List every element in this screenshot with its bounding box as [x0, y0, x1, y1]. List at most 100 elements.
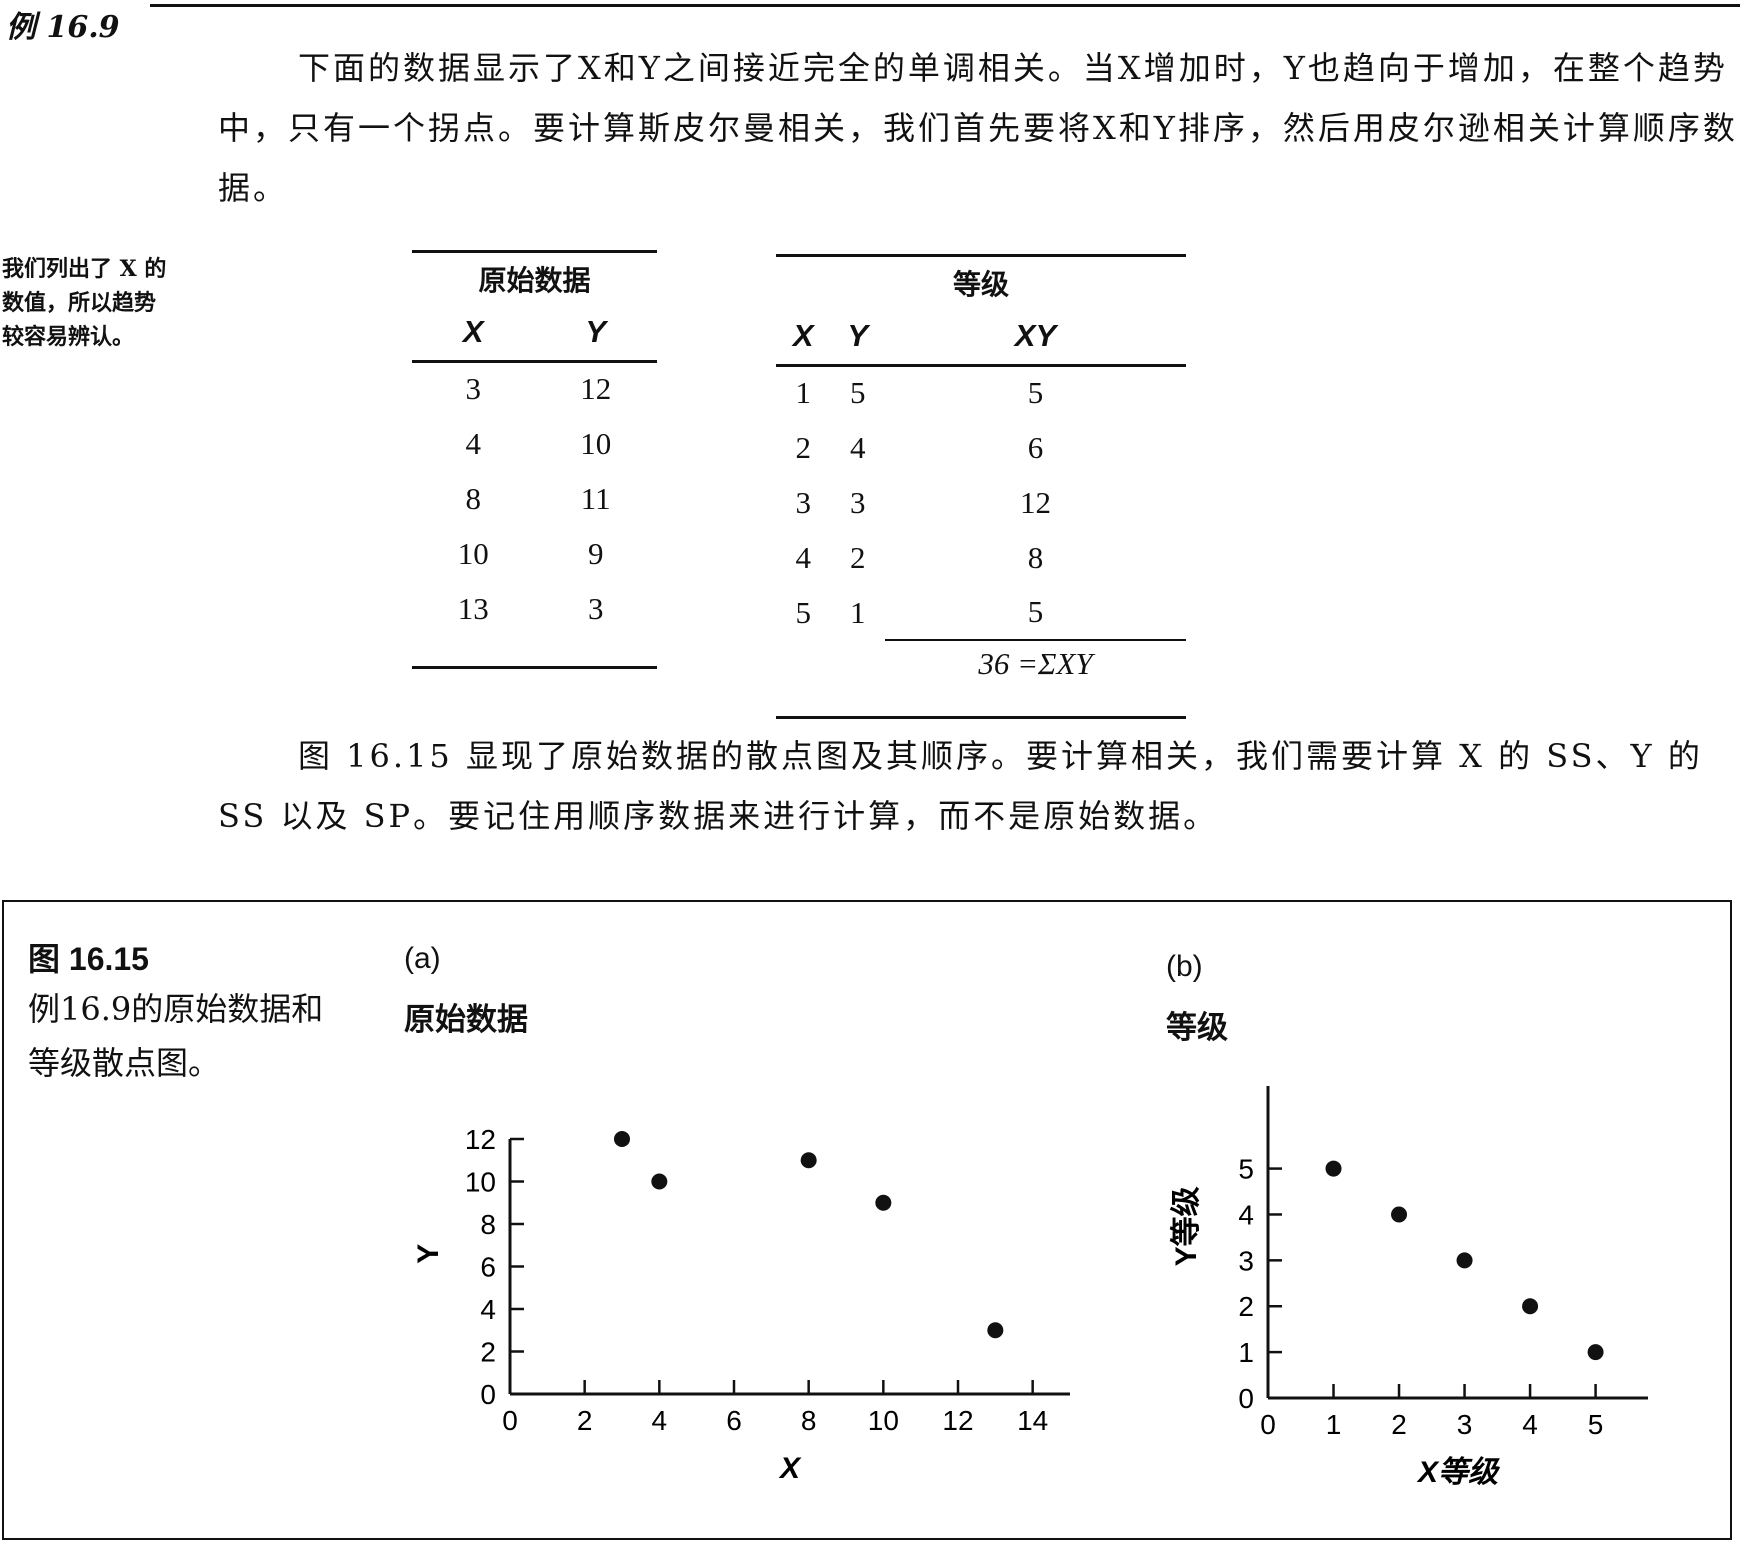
rank-header-y: Y — [847, 318, 869, 354]
table-row: 3 12 — [412, 361, 657, 416]
y-tick-label: 2 — [1238, 1291, 1254, 1322]
raw-data-table: 原始数据 X Y 3 12 4 10 8 11 10 9 13 3 — [412, 250, 657, 669]
table-cell: 4 — [849, 429, 866, 465]
table-cell: 3 — [795, 484, 811, 520]
figure-label: 图 16.15 — [28, 941, 149, 977]
y-tick-label: 12 — [465, 1124, 496, 1155]
x-tick-label: 0 — [502, 1405, 518, 1436]
table-cell: 4 — [465, 425, 481, 461]
table-cell: 3 — [587, 590, 604, 626]
x-tick-label: 4 — [1522, 1409, 1538, 1440]
intro-paragraph: 下面的数据显示了X和Y之间接近完全的单调相关。当X增加时，Y也趋向于增加，在整个… — [218, 49, 1738, 207]
y-tick-label: 2 — [480, 1337, 496, 1368]
rank-header-xy: XY — [1014, 318, 1057, 354]
data-point — [1391, 1206, 1408, 1223]
table-cell: 3 — [465, 371, 481, 407]
x-axis-label: X等级 — [1416, 1456, 1501, 1489]
table-cell: 1 — [849, 594, 866, 630]
data-point — [1587, 1344, 1604, 1361]
y-tick-label: 4 — [1238, 1199, 1254, 1230]
table-row: 5 1 5 — [776, 585, 1186, 640]
x-tick-label: 2 — [1391, 1409, 1407, 1440]
table-cell: 12 — [580, 371, 612, 407]
raw-table-title: 原始数据 — [412, 250, 657, 305]
side-note: 我们列出了 X 的数值，所以趋势较容易辨认。 — [2, 256, 167, 350]
y-tick-label: 0 — [1238, 1383, 1254, 1414]
y-axis-label: Y — [412, 1244, 445, 1264]
table-cell: 9 — [587, 535, 604, 571]
x-tick-label: 4 — [652, 1405, 668, 1436]
table-row: 2 4 6 — [776, 420, 1186, 475]
table-cell: 6 — [1027, 429, 1044, 465]
y-tick-label: 10 — [465, 1167, 496, 1198]
x-axis-label: X — [778, 1452, 802, 1480]
y-tick-label: 8 — [480, 1209, 496, 1240]
table-cell: 5 — [1027, 375, 1044, 411]
y-tick-label: 1 — [1238, 1337, 1254, 1368]
table-row: 4 2 8 — [776, 530, 1186, 585]
table-cell: 1 — [795, 375, 811, 411]
y-axis-label: Y等级 — [1169, 1186, 1203, 1266]
data-point — [875, 1194, 892, 1211]
figure-frame — [2, 900, 1732, 1540]
y-tick-label: 5 — [1238, 1154, 1254, 1185]
x-tick-label: 12 — [942, 1405, 973, 1436]
data-point — [1456, 1252, 1473, 1269]
rank-table: 等级 X Y XY 1 5 5 2 4 6 3 3 12 4 2 8 5 1 5 36 =ΣXY — [776, 254, 1186, 719]
panel-a-title: 原始数据 — [404, 1002, 528, 1037]
table-cell: 2 — [849, 539, 866, 575]
table-row: 13 3 — [412, 581, 657, 636]
table-cell: 10 — [580, 425, 612, 461]
x-tick-label: 14 — [1017, 1405, 1048, 1436]
raw-header-y: Y — [585, 314, 607, 350]
raw-header-x: X — [462, 314, 484, 350]
table-cell: 4 — [795, 539, 811, 575]
data-point — [651, 1173, 668, 1190]
x-tick-label: 5 — [1588, 1409, 1604, 1440]
xy-sum: 36 =ΣXY — [884, 639, 1186, 686]
panel-b-tag: (b) — [1166, 950, 1203, 983]
y-tick-label: 0 — [480, 1379, 496, 1410]
table-cell: 2 — [795, 429, 811, 465]
x-tick-label: 1 — [1326, 1409, 1342, 1440]
table-cell: 5 — [1027, 594, 1044, 629]
table-cell: 5 — [795, 594, 811, 630]
x-tick-label: 0 — [1260, 1409, 1276, 1440]
example-label: 例 16.9 — [6, 10, 120, 45]
x-tick-label: 6 — [726, 1405, 742, 1436]
table-cell: 3 — [849, 484, 866, 520]
table-row: 3 3 12 — [776, 475, 1186, 530]
table-cell: 5 — [849, 375, 866, 411]
table-cell: 11 — [580, 480, 611, 516]
table-row: 8 11 — [412, 471, 657, 526]
raw-data-scatter-chart: 0 2 4 6 8 10 12 14 0 2 4 6 8 10 12 X Y — [412, 1124, 1070, 1480]
y-tick-label: 3 — [1238, 1245, 1254, 1276]
table-cell: 10 — [457, 535, 489, 571]
rank-header-x: X — [792, 318, 814, 354]
x-tick-label: 8 — [801, 1405, 817, 1436]
top-rule — [150, 4, 1740, 7]
data-point — [800, 1152, 817, 1169]
table-cell: 8 — [465, 480, 481, 516]
table-cell: 12 — [1019, 484, 1051, 520]
table-row: 4 10 — [412, 416, 657, 471]
x-tick-label: 10 — [868, 1405, 899, 1436]
data-point — [614, 1131, 630, 1147]
rank-scatter-chart: 0 1 2 3 4 5 0 1 2 3 4 5 X等级 Y等级 — [1169, 1086, 1648, 1489]
figure-reference-paragraph: 图 16.15 显现了原始数据的散点图及其顺序。要计算相关，我们需要计算 X 的… — [218, 737, 1703, 835]
x-tick-label: 2 — [577, 1405, 593, 1436]
table-cell: 8 — [1027, 539, 1044, 575]
table-row: 1 5 5 — [776, 365, 1186, 420]
rank-table-title: 等级 — [776, 254, 1186, 309]
panel-b-title: 等级 — [1166, 1010, 1228, 1045]
data-point — [987, 1322, 1004, 1339]
data-point — [1325, 1160, 1342, 1177]
figure-caption: 例16.9的原始数据和等级散点图。 — [28, 990, 324, 1082]
y-tick-label: 4 — [480, 1294, 496, 1325]
data-point — [1522, 1298, 1539, 1315]
x-tick-label: 3 — [1457, 1409, 1473, 1440]
table-cell: 13 — [457, 590, 489, 626]
table-row: 10 9 — [412, 526, 657, 581]
panel-a-tag: (a) — [404, 942, 441, 975]
y-tick-label: 6 — [480, 1252, 496, 1283]
